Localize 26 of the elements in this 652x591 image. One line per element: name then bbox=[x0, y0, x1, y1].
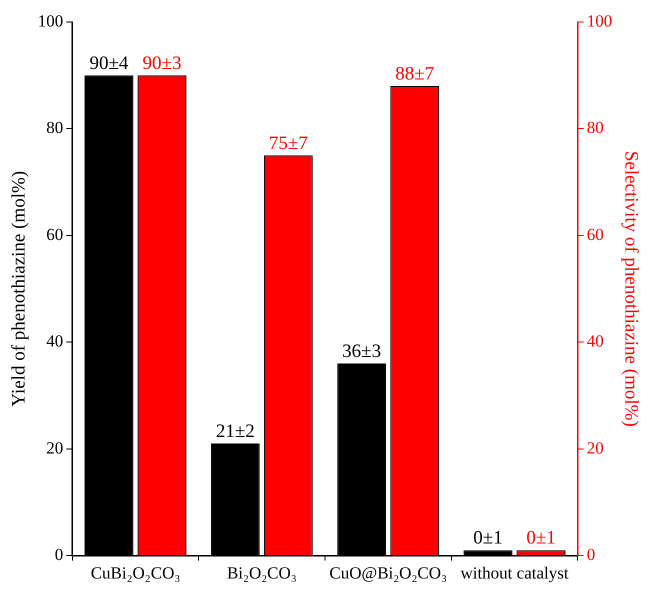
x-tick-label: without catalyst bbox=[460, 563, 569, 582]
y2-tick-label: 40 bbox=[586, 332, 604, 351]
y-axis-title: Yield of phenothiazine (mol%) bbox=[8, 170, 30, 407]
y2-tick-label: 80 bbox=[586, 118, 604, 138]
data-label: 21±2 bbox=[216, 421, 255, 442]
y2-tick-label: 0 bbox=[586, 545, 596, 564]
x-tick-label: Bi₂O₂CO₃ bbox=[226, 563, 297, 582]
y2-tick-label: 20 bbox=[586, 438, 604, 458]
data-label: 0±1 bbox=[473, 528, 503, 549]
data-label: 90±4 bbox=[89, 52, 129, 74]
y-tick-label: 20 bbox=[46, 438, 64, 458]
data-label: 88±7 bbox=[395, 64, 434, 85]
data-label: 36±3 bbox=[342, 340, 382, 362]
x-tick-label: CuO@Bi₂O₂CO₃ bbox=[329, 563, 447, 582]
x-tick-label: CuBi₂O₂CO₃ bbox=[90, 563, 180, 582]
y-tick-label: 0 bbox=[54, 545, 64, 564]
data-label: 75±7 bbox=[268, 132, 308, 154]
y-tick-label: 80 bbox=[46, 118, 64, 138]
data-label: 0±1 bbox=[526, 528, 556, 549]
y-tick-label: 40 bbox=[46, 332, 64, 351]
y2-axis-title: Selectivity of phenothiazine (mol%) bbox=[620, 150, 642, 427]
data-label: 90±3 bbox=[142, 52, 182, 74]
y-tick-label: 60 bbox=[46, 224, 64, 244]
y-tick-label: 100 bbox=[38, 11, 64, 30]
y2-tick-label: 60 bbox=[586, 224, 604, 244]
y2-tick-label: 100 bbox=[586, 11, 612, 30]
